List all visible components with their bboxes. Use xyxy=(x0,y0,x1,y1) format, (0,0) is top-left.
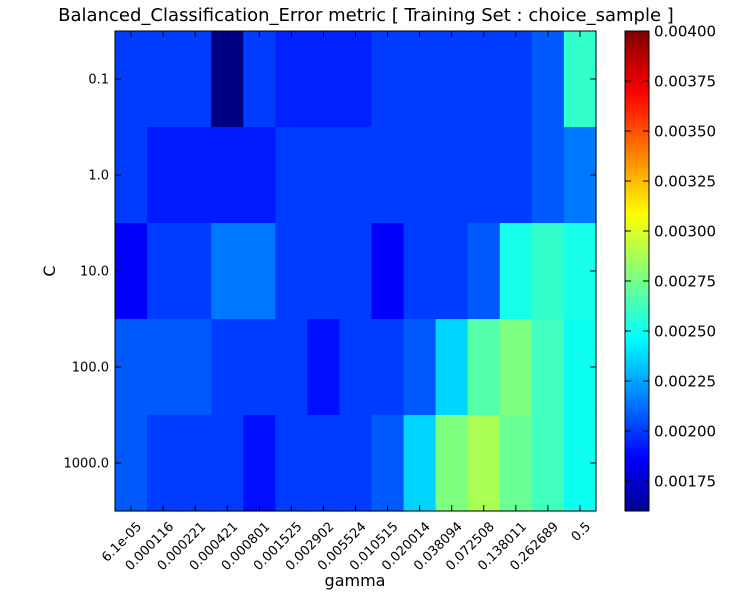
heatmap-cell xyxy=(211,223,244,320)
heatmap-cell xyxy=(435,31,469,128)
heatmap-cell xyxy=(339,415,373,512)
heatmap-cell xyxy=(211,415,244,512)
heatmap-cell xyxy=(307,223,341,320)
heatmap-cell xyxy=(243,223,276,320)
heatmap-cell xyxy=(467,223,501,320)
y-tick-label: 1.0 xyxy=(88,169,109,184)
heatmap-cell xyxy=(275,127,308,224)
heatmap-cell xyxy=(339,319,373,416)
heatmap-cell xyxy=(339,31,373,128)
heatmap-cell xyxy=(499,223,533,320)
y-axis-label: C xyxy=(40,265,59,276)
heatmap-cell xyxy=(467,415,501,512)
heatmap-cell xyxy=(371,127,405,224)
y-tick-label: 100.0 xyxy=(72,361,109,376)
heatmap-cell xyxy=(403,415,437,512)
colorbar-tick-label: 0.00200 xyxy=(654,423,716,441)
heatmap-cell xyxy=(275,223,308,320)
heatmap-cell xyxy=(435,223,469,320)
heatmap-cell xyxy=(371,31,405,128)
heatmap-cell xyxy=(467,127,501,224)
heatmap-cell xyxy=(179,127,212,224)
heatmap-cell xyxy=(531,127,565,224)
heatmap-cell xyxy=(179,415,212,512)
heatmap-cell xyxy=(339,127,373,224)
heatmap-cell xyxy=(403,31,437,128)
heatmap-cell xyxy=(179,223,212,320)
heatmap-cell xyxy=(179,319,212,416)
heatmap-cell xyxy=(467,31,501,128)
heatmap-cell xyxy=(403,223,437,320)
heatmap-cell xyxy=(499,319,533,416)
heatmap-cell xyxy=(307,415,341,512)
heatmap-cell xyxy=(147,223,180,320)
heatmap-cell xyxy=(499,415,533,512)
y-axis: 0.1 1.0 10.0 100.0 1000.0 xyxy=(64,73,596,472)
heatmap-cell xyxy=(211,127,244,224)
y-tick-label: 10.0 xyxy=(80,265,109,280)
colorbar xyxy=(624,30,650,512)
heatmap-cell xyxy=(307,127,341,224)
heatmap-cell xyxy=(339,223,373,320)
heatmap-cell xyxy=(243,31,276,128)
heatmap-cell xyxy=(147,415,180,512)
heatmap-cell xyxy=(307,319,341,416)
heatmap-cell xyxy=(371,223,405,320)
heatmap-cell xyxy=(531,415,565,512)
heatmap-cell xyxy=(403,319,437,416)
heatmap-cell xyxy=(499,127,533,224)
heatmap-cell xyxy=(435,319,469,416)
colorbar-tick-label: 0.00250 xyxy=(654,323,716,341)
heatmap-cell xyxy=(531,223,565,320)
y-tick-label: 0.1 xyxy=(88,73,109,88)
heatmap-cell xyxy=(435,415,469,512)
heatmap-cell xyxy=(211,319,244,416)
colorbar-tick-label: 0.00275 xyxy=(654,273,716,291)
heatmap-cell xyxy=(179,31,212,128)
y-tick-label: 1000.0 xyxy=(64,457,110,472)
colorbar-tick-label: 0.00350 xyxy=(654,123,716,141)
colorbar-tick-label: 0.00175 xyxy=(654,473,716,491)
heatmap-cell xyxy=(531,31,565,128)
colorbar-tick-label: 0.00375 xyxy=(654,73,716,91)
heatmap-cells xyxy=(115,31,597,512)
heatmap-cell xyxy=(499,31,533,128)
heatmap-cell xyxy=(435,127,469,224)
colorbar-tick-label: 0.00325 xyxy=(654,173,716,191)
colorbar-tick-label: 0.00300 xyxy=(654,223,716,241)
heatmap-cell xyxy=(211,31,244,128)
colorbar-tick-label: 0.00400 xyxy=(654,23,716,41)
heatmap-cell xyxy=(275,31,308,128)
colorbar-tick-label: 0.00225 xyxy=(654,373,716,391)
heatmap-cell xyxy=(275,319,308,416)
heatmap-cell xyxy=(275,415,308,512)
heatmap-cell xyxy=(531,319,565,416)
colorbar-ticks: 0.00175 0.00200 0.00225 0.00250 0.00275 0.003… xyxy=(625,23,716,491)
heatmap-cell xyxy=(147,31,180,128)
heatmap-cell xyxy=(243,415,276,512)
heatmap-cell xyxy=(147,319,180,416)
heatmap-cell xyxy=(467,319,501,416)
chart-title: Balanced_Classification_Error metric [ T… xyxy=(58,5,674,26)
heatmap-cell xyxy=(307,31,341,128)
heatmap-cell xyxy=(243,127,276,224)
x-axis-label: gamma xyxy=(325,571,386,590)
heatmap-cell xyxy=(403,127,437,224)
heatmap-cell xyxy=(371,415,405,512)
x-tick-label: 0.5 xyxy=(569,519,594,544)
heatmap-cell xyxy=(371,319,405,416)
heatmap-cell xyxy=(243,319,276,416)
heatmap-cell xyxy=(147,127,180,224)
